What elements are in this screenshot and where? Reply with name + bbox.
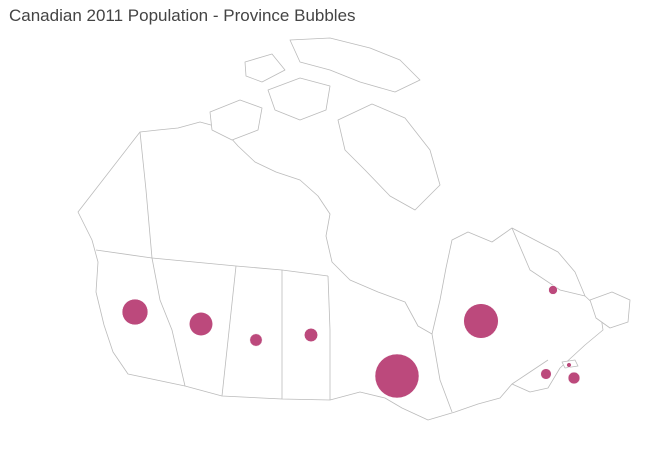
mb-on-border <box>327 275 331 400</box>
map-title: Canadian 2011 Population - Province Bubb… <box>9 6 356 25</box>
yukon-nwt-border <box>139 131 153 259</box>
population-bubble-bc[interactable] <box>121 298 149 326</box>
population-bubble-qc[interactable] <box>463 303 499 339</box>
population-bubble-nl[interactable] <box>548 285 558 295</box>
arctic-island <box>244 53 286 83</box>
population-bubble-nb[interactable] <box>540 368 552 380</box>
population-bubble-ns[interactable] <box>567 371 581 385</box>
province-borders <box>95 131 586 413</box>
arctic-island <box>267 77 331 121</box>
bc-ab-border <box>151 257 186 387</box>
population-bubble-on[interactable] <box>374 353 420 399</box>
land-outlines <box>77 37 631 421</box>
arctic-island <box>289 37 421 93</box>
arctic-island <box>337 103 441 211</box>
newfoundland-island <box>589 291 631 329</box>
mainland-outline <box>77 121 604 421</box>
on-qc-border <box>431 333 453 413</box>
qc-nl-border <box>511 227 586 297</box>
population-bubble-ab[interactable] <box>189 312 213 336</box>
population-bubble-mb[interactable] <box>304 328 318 342</box>
population-bubble-sk[interactable] <box>249 333 263 347</box>
population-bubbles <box>121 285 581 399</box>
population-bubble-pe[interactable] <box>566 362 572 368</box>
ab-sk-border <box>221 265 237 397</box>
arctic-island <box>209 99 263 141</box>
qc-nb-border <box>511 359 549 385</box>
